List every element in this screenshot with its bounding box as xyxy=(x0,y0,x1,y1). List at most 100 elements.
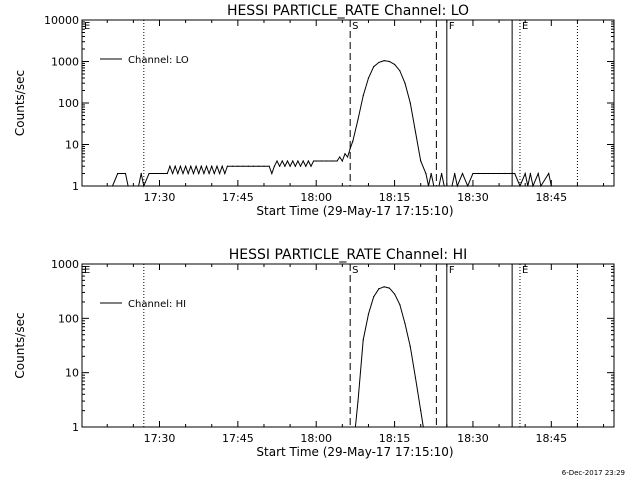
data-point xyxy=(331,160,333,162)
marker-label: S xyxy=(352,21,358,32)
data-point xyxy=(529,172,532,175)
data-point xyxy=(190,165,192,167)
y-axis-label: Counts/sec xyxy=(13,312,27,378)
data-point xyxy=(281,160,283,162)
data-point xyxy=(218,172,221,175)
data-point xyxy=(305,165,307,167)
x-tick-label: 18:00 xyxy=(300,191,332,204)
footer-timestamp: 6-Dec-2017 23:29 xyxy=(562,469,625,477)
data-point xyxy=(378,288,380,290)
data-point xyxy=(221,165,223,167)
data-point xyxy=(357,118,359,121)
data-point xyxy=(200,165,202,167)
data-point xyxy=(268,165,270,167)
data-point xyxy=(383,286,385,288)
data-point xyxy=(124,172,127,175)
x-tick-label: 17:45 xyxy=(222,432,254,445)
marker-label: F xyxy=(449,21,455,32)
data-point xyxy=(344,153,346,155)
data-point xyxy=(367,313,370,315)
data-point xyxy=(211,165,213,167)
x-tick-label: 17:30 xyxy=(144,191,176,204)
data-point xyxy=(438,185,440,187)
data-point xyxy=(203,172,205,175)
plot-frame xyxy=(81,263,615,428)
data-point xyxy=(187,172,189,175)
y-tick-label: 100 xyxy=(58,97,79,110)
y-tick-label: 100 xyxy=(58,312,79,325)
marker-label: E xyxy=(84,21,90,32)
data-point xyxy=(273,165,276,167)
data-point xyxy=(550,185,552,187)
data-point xyxy=(362,95,364,97)
x-tick-label: 18:00 xyxy=(300,432,332,445)
data-point xyxy=(284,165,286,167)
x-tick-label: 18:15 xyxy=(379,191,411,204)
data-point xyxy=(454,172,456,175)
data-point xyxy=(472,172,474,175)
data-point xyxy=(357,400,359,402)
data-point xyxy=(519,185,521,187)
data-point xyxy=(179,165,181,167)
marker-label: S xyxy=(352,265,358,276)
data-point xyxy=(336,160,338,162)
data-point xyxy=(393,63,396,66)
data-point xyxy=(286,160,289,162)
x-tick-label: 17:45 xyxy=(222,191,254,204)
data-point xyxy=(292,160,294,162)
data-point xyxy=(242,165,244,167)
data-point xyxy=(143,185,145,187)
data-point xyxy=(137,185,140,187)
data-point xyxy=(498,172,500,175)
data-point xyxy=(540,185,542,187)
data-point xyxy=(294,165,296,167)
data-point xyxy=(195,165,197,167)
data-point xyxy=(302,160,304,162)
data-point xyxy=(493,172,495,175)
data-point xyxy=(205,165,208,167)
data-point xyxy=(208,172,210,175)
marker-label: F xyxy=(449,265,455,276)
data-point xyxy=(320,160,323,162)
data-point xyxy=(433,185,435,187)
data-point xyxy=(276,160,278,162)
marker-label: E xyxy=(84,265,90,276)
data-point xyxy=(427,185,430,187)
data-point xyxy=(313,160,315,162)
series-line xyxy=(112,60,552,188)
data-point xyxy=(524,172,526,175)
data-point xyxy=(216,165,218,167)
data-point xyxy=(354,426,357,428)
data-point xyxy=(169,165,171,167)
data-point xyxy=(503,172,505,175)
data-point xyxy=(443,185,445,187)
y-tick-label: 1000 xyxy=(51,258,79,271)
data-point xyxy=(383,60,385,62)
data-point xyxy=(174,165,176,167)
data-point xyxy=(399,70,401,72)
data-point xyxy=(451,185,453,187)
x-tick-label: 18:30 xyxy=(457,432,489,445)
data-point xyxy=(247,165,249,167)
data-point xyxy=(537,172,539,175)
data-point xyxy=(399,303,401,306)
data-point xyxy=(289,165,291,167)
data-point xyxy=(425,172,427,175)
x-tick-label: 18:15 xyxy=(379,432,411,445)
y-tick-label: 1 xyxy=(72,421,79,434)
y-axis-label: Counts/sec xyxy=(13,70,27,136)
data-point xyxy=(127,185,129,187)
data-point xyxy=(548,172,550,175)
data-point xyxy=(111,185,114,187)
legend-label: Channel: HI xyxy=(128,299,186,310)
data-point xyxy=(373,296,375,298)
data-point xyxy=(185,165,187,167)
data-point xyxy=(341,160,343,162)
data-point xyxy=(182,172,184,175)
data-point xyxy=(299,165,302,167)
data-point xyxy=(388,60,390,63)
data-point xyxy=(409,102,411,104)
data-point xyxy=(252,165,255,167)
data-point xyxy=(263,165,265,167)
data-point xyxy=(271,172,273,175)
